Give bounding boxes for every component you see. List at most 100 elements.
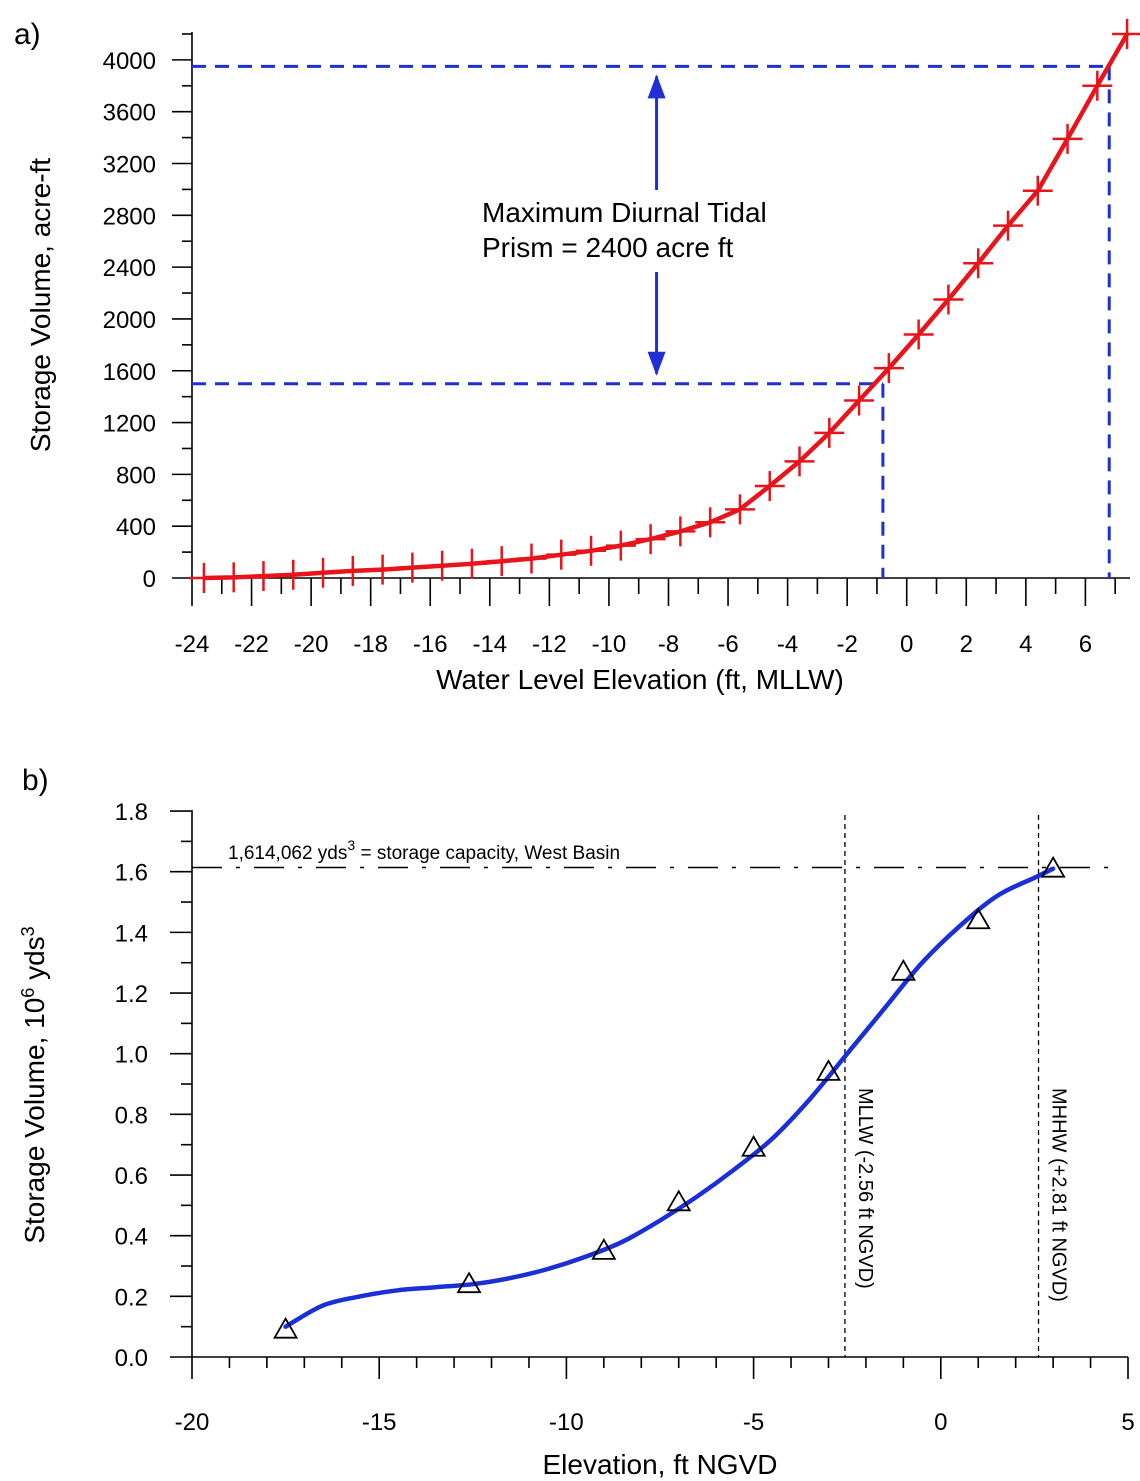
b-x-tick-label: -20	[175, 1409, 210, 1436]
data-point-a	[1022, 175, 1053, 206]
data-point-a	[724, 494, 755, 525]
triangle-marker	[1040, 855, 1066, 878]
a-y-tick-label: 400	[116, 514, 156, 541]
panel-b-y-label-mid: yds	[19, 936, 50, 987]
panel-a-x-axis-label: Water Level Elevation (ft, MLLW)	[436, 664, 844, 695]
prism-annotation-line-1: Maximum Diurnal Tidal	[482, 197, 767, 228]
data-point-a	[218, 562, 249, 593]
a-x-tick-label: 4	[1019, 631, 1032, 658]
b-y-tick-label: 1.4	[115, 920, 148, 947]
data-point-a	[754, 471, 785, 502]
b-x-tick-label: -15	[362, 1409, 397, 1436]
data-point-a	[248, 561, 279, 592]
b-y-tick-label: 0.4	[115, 1224, 148, 1251]
data-point-a	[695, 507, 726, 538]
a-x-tick-label: -18	[353, 631, 388, 658]
capacity-label-main: 1,614,062 yds	[228, 843, 347, 864]
data-point-a	[337, 555, 368, 586]
prism-arrow-down-head	[647, 351, 666, 376]
a-x-tick-label: -6	[717, 631, 738, 658]
data-point-a	[665, 516, 696, 547]
a-x-tick-label: -8	[658, 631, 679, 658]
triangle-marker	[666, 1189, 692, 1212]
triangle-marker	[591, 1238, 617, 1260]
data-point-a	[903, 319, 934, 350]
panel-b-label: b)	[22, 764, 49, 797]
a-x-tick-label: 0	[900, 631, 913, 658]
panel-a-y-axis-label: Storage Volume, acre-ft	[25, 158, 56, 452]
data-point-a	[188, 563, 219, 593]
data-point-a	[516, 543, 547, 574]
b-y-tick-label: 1.2	[115, 981, 148, 1008]
panel-b-y-label-main: Storage Volume, 10	[19, 998, 50, 1244]
a-y-tick-label: 1600	[103, 359, 156, 386]
b-y-tick-label: 0.2	[115, 1284, 148, 1311]
a-y-tick-label: 3200	[103, 152, 156, 179]
data-point-a	[456, 548, 487, 579]
b-x-tick-label: -5	[743, 1409, 764, 1436]
mhhw-label: MHHW (+2.81 ft NGVD)	[1048, 1088, 1070, 1302]
a-x-tick-label: -10	[592, 631, 627, 658]
a-x-tick-label: -16	[413, 631, 448, 658]
panel-a-label: a)	[14, 18, 41, 51]
data-point-a	[873, 353, 904, 384]
b-y-tick-label: 1.8	[115, 799, 148, 826]
b-x-tick-label: 5	[1121, 1409, 1134, 1436]
a-y-tick-label: 3600	[103, 100, 156, 127]
storage-curve-a	[203, 32, 1130, 581]
mllw-label: MLLW (-2.56 ft NGVD)	[854, 1088, 876, 1289]
b-x-tick-label: -10	[549, 1409, 584, 1436]
data-point-a	[486, 546, 517, 577]
panel-b-y-label-sup1: 6	[18, 988, 38, 998]
b-y-tick-label: 1.6	[115, 860, 148, 887]
panel-b: b) 0.0 0.2 0.4 0.6 0.8 1.0 1.2 1.4 1.6 1.8 -20 -15…	[18, 764, 1135, 1480]
prism-annotation-line-2: Prism = 2400 acre ft	[482, 232, 734, 263]
data-point-a	[992, 210, 1023, 241]
a-x-tick-label: -14	[472, 631, 507, 658]
a-x-tick-label: -24	[175, 631, 210, 658]
data-point-a	[308, 557, 339, 588]
triangle-marker	[890, 959, 916, 981]
a-x-tick-label: -22	[234, 631, 269, 658]
panel-b-x-axis-label: Elevation, ft NGVD	[543, 1449, 778, 1480]
a-y-tick-label: 0	[143, 566, 156, 593]
triangle-marker	[815, 1059, 842, 1081]
data-point-a	[814, 417, 845, 448]
b-y-tick-label: 1.0	[115, 1042, 148, 1069]
a-x-tick-label: -2	[836, 631, 857, 658]
a-y-tick-label: 800	[116, 462, 156, 489]
triangle-marker	[965, 907, 991, 930]
triangle-marker	[741, 1134, 767, 1157]
panel-a: a) 0400800120016002000240028003200360040…	[14, 18, 1140, 695]
storage-curve-b	[283, 866, 1056, 1329]
data-point-a	[963, 248, 994, 279]
b-y-tick-label: 0.0	[115, 1345, 148, 1372]
data-point-a	[844, 385, 875, 416]
data-point-a	[1052, 123, 1083, 154]
b-y-tick-label: 0.6	[115, 1163, 148, 1190]
data-point-a	[576, 535, 607, 566]
data-point-a	[784, 446, 815, 477]
capacity-label-rest: = storage capacity, West Basin	[355, 843, 620, 864]
a-y-tick-label: 2400	[103, 255, 156, 282]
a-x-tick-label: -12	[532, 631, 567, 658]
b-x-tick-label: 0	[934, 1409, 947, 1436]
panel-b-y-axis-label: Storage Volume, 106 yds3	[18, 926, 50, 1243]
data-point-a	[427, 550, 458, 581]
data-point-a	[635, 524, 666, 555]
data-point-a	[367, 554, 398, 585]
capacity-label: 1,614,062 yds3 = storage capacity, West …	[228, 837, 620, 864]
capacity-label-sup: 3	[347, 837, 355, 853]
triangle-marker	[273, 1316, 299, 1339]
panel-b-y-label-sup2: 3	[18, 926, 38, 936]
a-y-tick-label: 2800	[103, 203, 156, 230]
data-point-a	[278, 559, 309, 590]
a-x-tick-label: 2	[960, 631, 973, 658]
data-point-a	[1082, 70, 1113, 101]
a-x-tick-label: -4	[777, 631, 798, 658]
a-y-tick-label: 4000	[103, 48, 156, 75]
data-point-a	[1112, 18, 1140, 49]
a-y-tick-label: 1200	[103, 411, 156, 438]
data-point-a	[605, 530, 636, 561]
data-point-a	[933, 284, 964, 315]
